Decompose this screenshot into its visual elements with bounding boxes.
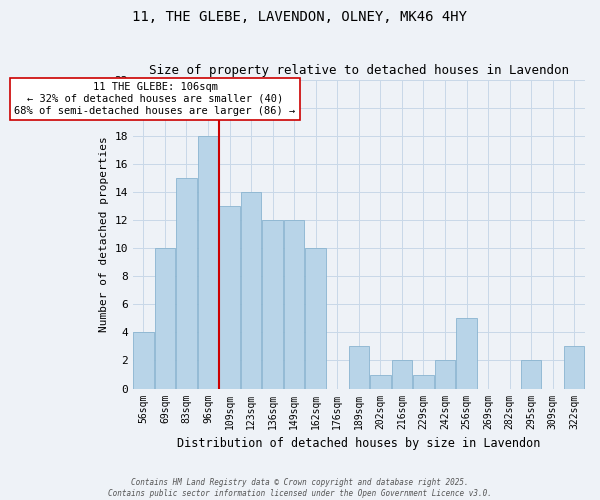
- Text: 11, THE GLEBE, LAVENDON, OLNEY, MK46 4HY: 11, THE GLEBE, LAVENDON, OLNEY, MK46 4HY: [133, 10, 467, 24]
- Bar: [198, 136, 218, 388]
- Bar: [456, 318, 477, 388]
- Bar: [392, 360, 412, 388]
- Bar: [176, 178, 197, 388]
- Bar: [521, 360, 541, 388]
- Text: Contains HM Land Registry data © Crown copyright and database right 2025.
Contai: Contains HM Land Registry data © Crown c…: [108, 478, 492, 498]
- Title: Size of property relative to detached houses in Lavendon: Size of property relative to detached ho…: [149, 64, 569, 77]
- Bar: [284, 220, 304, 388]
- Bar: [413, 374, 434, 388]
- Bar: [133, 332, 154, 388]
- X-axis label: Distribution of detached houses by size in Lavendon: Distribution of detached houses by size …: [177, 437, 541, 450]
- Bar: [305, 248, 326, 388]
- Bar: [564, 346, 584, 389]
- Bar: [220, 206, 240, 388]
- Bar: [435, 360, 455, 388]
- Bar: [262, 220, 283, 388]
- Bar: [349, 346, 369, 389]
- Bar: [155, 248, 175, 388]
- Bar: [241, 192, 262, 388]
- Y-axis label: Number of detached properties: Number of detached properties: [98, 136, 109, 332]
- Text: 11 THE GLEBE: 106sqm
← 32% of detached houses are smaller (40)
68% of semi-detac: 11 THE GLEBE: 106sqm ← 32% of detached h…: [14, 82, 296, 116]
- Bar: [370, 374, 391, 388]
